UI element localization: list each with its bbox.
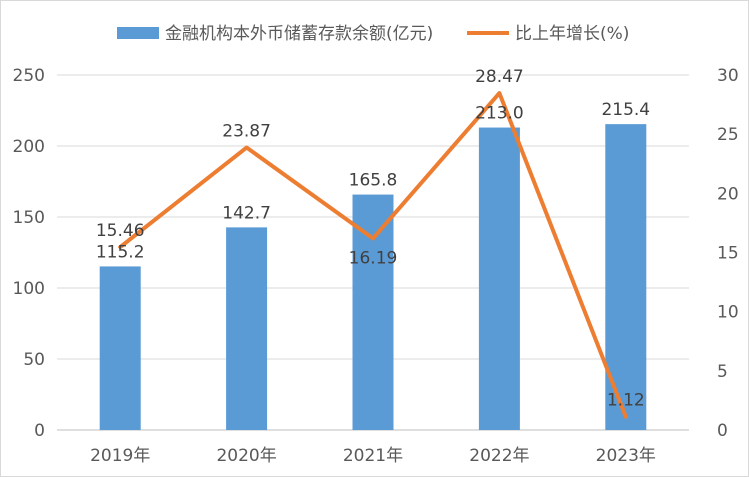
y-left-tick-label: 50	[23, 350, 45, 370]
axes: 0 50 100 150 200 250 0 5 10 15 20 25 30 2019年 2020年 202…	[13, 66, 739, 466]
data-labels: 115.2 142.7 165.8 213.0 215.4 15.46 23.87 16.19…	[96, 67, 650, 411]
bar-data-label: 213.0	[475, 104, 524, 124]
y-right-tick-label: 30	[717, 66, 739, 86]
legend-label-bar: 金融机构本外币储蓄存款余额(亿元)	[165, 24, 433, 44]
y-left-tick-label: 0	[34, 421, 45, 441]
bar-data-label: 142.7	[222, 203, 271, 223]
bar-data-label: 115.2	[96, 242, 145, 262]
y-right-tick-label: 20	[717, 184, 739, 204]
x-tick-label: 2022年	[469, 446, 529, 466]
bar	[99, 266, 141, 430]
line-data-label: 23.87	[222, 122, 271, 142]
x-tick-label: 2021年	[343, 446, 403, 466]
y-left-tick-label: 200	[13, 137, 45, 157]
y-right-tick-label: 0	[717, 421, 728, 441]
y-right-tick-label: 10	[717, 303, 739, 323]
bar	[478, 127, 520, 430]
line-path	[118, 91, 628, 419]
y-left-tick-label: 100	[13, 279, 45, 299]
y-right-tick-label: 5	[717, 362, 728, 382]
y-left-tick-label: 250	[13, 66, 45, 86]
line-series	[118, 91, 628, 419]
legend-label-line: 比上年增长(%)	[515, 24, 629, 44]
line-data-label: 1.12	[607, 391, 645, 411]
bar	[352, 194, 394, 430]
y-right-tick-label: 15	[717, 244, 739, 264]
legend-swatch-bar	[117, 27, 159, 39]
bar-data-label: 215.4	[601, 100, 650, 120]
line-data-label: 28.47	[475, 67, 524, 87]
line-data-label: 15.46	[96, 221, 145, 241]
bar-data-label: 165.8	[349, 171, 398, 191]
x-tick-label: 2020年	[216, 446, 276, 466]
x-tick-label: 2019年	[90, 446, 150, 466]
legend: 金融机构本外币储蓄存款余额(亿元) 比上年增长(%)	[117, 24, 629, 44]
x-tick-label: 2023年	[596, 446, 656, 466]
y-left-tick-label: 150	[13, 208, 45, 228]
y-right-tick-label: 25	[717, 125, 739, 145]
bar	[226, 227, 268, 430]
bar-series	[99, 124, 647, 430]
line-data-label: 16.19	[349, 248, 398, 268]
